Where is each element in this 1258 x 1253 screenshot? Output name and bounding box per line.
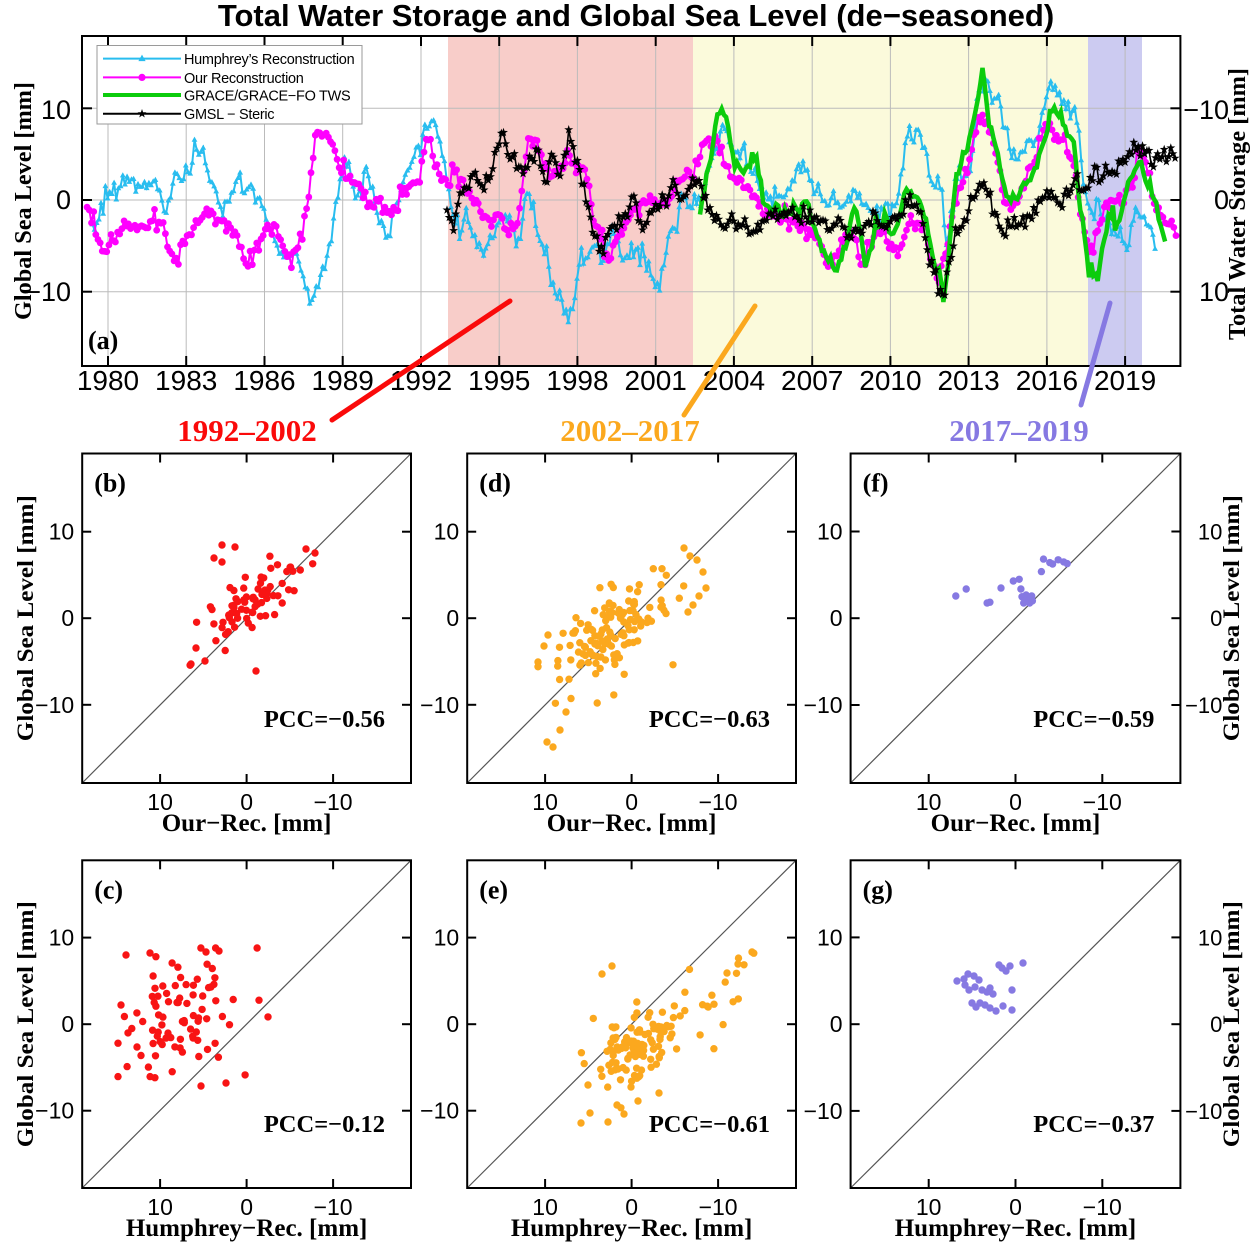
- svg-text:2013: 2013: [937, 365, 999, 396]
- svg-text:0: 0: [240, 1194, 253, 1220]
- svg-text:10: 10: [49, 519, 75, 545]
- svg-text:0: 0: [240, 789, 253, 815]
- svg-text:1992–2002: 1992–2002: [177, 413, 317, 448]
- svg-text:0: 0: [625, 1194, 638, 1220]
- svg-text:−10: −10: [1185, 693, 1222, 718]
- svg-text:0: 0: [1214, 185, 1229, 215]
- svg-text:Global Sea Level [mm]: Global Sea Level [mm]: [1219, 495, 1244, 741]
- svg-text:10: 10: [916, 1194, 942, 1220]
- svg-text:0: 0: [1210, 606, 1222, 631]
- svg-text:0: 0: [446, 1011, 459, 1037]
- svg-text:(b): (b): [94, 469, 126, 498]
- svg-text:−10: −10: [804, 692, 843, 718]
- svg-text:Our−Rec. [mm]: Our−Rec. [mm]: [931, 810, 1101, 837]
- svg-text:PCC=−0.12: PCC=−0.12: [264, 1111, 385, 1138]
- svg-text:10: 10: [916, 789, 942, 815]
- svg-text:0: 0: [1009, 789, 1022, 815]
- svg-text:Humphrey−Rec. [mm]: Humphrey−Rec. [mm]: [126, 1215, 368, 1242]
- svg-text:(e): (e): [479, 875, 508, 904]
- svg-text:2001: 2001: [625, 365, 687, 396]
- svg-text:0: 0: [830, 1011, 843, 1037]
- svg-text:10: 10: [817, 924, 843, 950]
- svg-text:10: 10: [1198, 925, 1222, 950]
- svg-text:−10: −10: [314, 789, 353, 815]
- svg-text:Our−Rec. [mm]: Our−Rec. [mm]: [547, 810, 717, 837]
- svg-text:0: 0: [61, 605, 74, 631]
- svg-text:−10: −10: [420, 692, 459, 718]
- svg-text:10: 10: [532, 1194, 558, 1220]
- svg-text:(a): (a): [88, 326, 118, 355]
- svg-text:PCC=−0.63: PCC=−0.63: [649, 706, 770, 733]
- svg-text:2007: 2007: [781, 365, 843, 396]
- svg-text:10: 10: [434, 519, 460, 545]
- svg-text:Global Sea Level [mm]: Global Sea Level [mm]: [13, 901, 38, 1147]
- svg-text:Our−Rec. [mm]: Our−Rec. [mm]: [162, 810, 332, 837]
- svg-text:(g): (g): [863, 875, 893, 904]
- svg-text:GRACE/GRACE−FO TWS: GRACE/GRACE−FO TWS: [184, 89, 350, 105]
- svg-text:10: 10: [532, 789, 558, 815]
- svg-text:1989: 1989: [312, 365, 374, 396]
- svg-text:−10: −10: [1185, 1099, 1222, 1124]
- svg-text:−10: −10: [1183, 95, 1229, 125]
- svg-text:−10: −10: [314, 1194, 353, 1220]
- svg-text:10: 10: [41, 95, 71, 125]
- svg-text:10: 10: [1199, 277, 1229, 307]
- svg-text:PCC=−0.59: PCC=−0.59: [1033, 706, 1154, 733]
- svg-text:0: 0: [1009, 1194, 1022, 1220]
- svg-text:0: 0: [1210, 1012, 1222, 1037]
- svg-text:1995: 1995: [468, 365, 530, 396]
- svg-text:2019: 2019: [1094, 365, 1156, 396]
- svg-text:2010: 2010: [859, 365, 921, 396]
- svg-text:Humphrey−Rec. [mm]: Humphrey−Rec. [mm]: [895, 1215, 1137, 1242]
- svg-text:PCC=−0.61: PCC=−0.61: [649, 1111, 770, 1138]
- svg-text:1980: 1980: [77, 365, 139, 396]
- svg-text:10: 10: [434, 925, 460, 951]
- svg-text:−10: −10: [420, 1098, 459, 1124]
- svg-text:1992: 1992: [390, 365, 452, 396]
- svg-text:2002–2017: 2002–2017: [560, 413, 700, 448]
- svg-text:−10: −10: [1083, 789, 1122, 815]
- svg-text:−10: −10: [804, 1098, 843, 1124]
- svg-text:Global Sea Level [mm]: Global Sea Level [mm]: [11, 82, 37, 320]
- svg-text:−10: −10: [699, 789, 738, 815]
- svg-text:0: 0: [625, 789, 638, 815]
- svg-text:10: 10: [817, 519, 843, 545]
- svg-text:1986: 1986: [233, 365, 295, 396]
- svg-text:−10: −10: [699, 1194, 738, 1220]
- svg-text:−10: −10: [35, 692, 74, 718]
- svg-text:(d): (d): [479, 469, 511, 498]
- svg-text:10: 10: [49, 925, 75, 951]
- svg-text:GMSL − Steric: GMSL − Steric: [184, 107, 274, 123]
- svg-text:0: 0: [61, 1011, 74, 1037]
- svg-text:2017–2019: 2017–2019: [949, 413, 1089, 448]
- svg-text:(c): (c): [94, 875, 123, 904]
- svg-text:Humphrey−Rec. [mm]: Humphrey−Rec. [mm]: [511, 1215, 753, 1242]
- svg-text:PCC=−0.37: PCC=−0.37: [1033, 1111, 1154, 1138]
- svg-text:Global Sea Level [mm]: Global Sea Level [mm]: [1219, 901, 1244, 1147]
- svg-text:2016: 2016: [1016, 365, 1078, 396]
- svg-text:1998: 1998: [546, 365, 608, 396]
- svg-text:10: 10: [147, 1194, 173, 1220]
- svg-text:0: 0: [830, 605, 843, 631]
- svg-text:Humphrey’s Reconstruction: Humphrey’s Reconstruction: [184, 52, 355, 68]
- svg-text:10: 10: [147, 789, 173, 815]
- svg-text:Total Water Storage [mm]: Total Water Storage [mm]: [1225, 68, 1251, 340]
- svg-text:1983: 1983: [155, 365, 217, 396]
- svg-text:PCC=−0.56: PCC=−0.56: [264, 706, 385, 733]
- svg-text:−10: −10: [35, 1098, 74, 1124]
- svg-text:Our Reconstruction: Our Reconstruction: [184, 71, 304, 87]
- svg-text:0: 0: [56, 185, 71, 215]
- svg-text:Global Sea Level [mm]: Global Sea Level [mm]: [13, 495, 38, 741]
- svg-text:Total Water Storage and Global: Total Water Storage and Global Sea Level…: [218, 0, 1054, 33]
- svg-text:10: 10: [1198, 520, 1222, 545]
- svg-text:(f): (f): [863, 469, 889, 498]
- svg-text:0: 0: [446, 605, 459, 631]
- svg-text:−10: −10: [25, 277, 71, 307]
- svg-text:−10: −10: [1083, 1194, 1122, 1220]
